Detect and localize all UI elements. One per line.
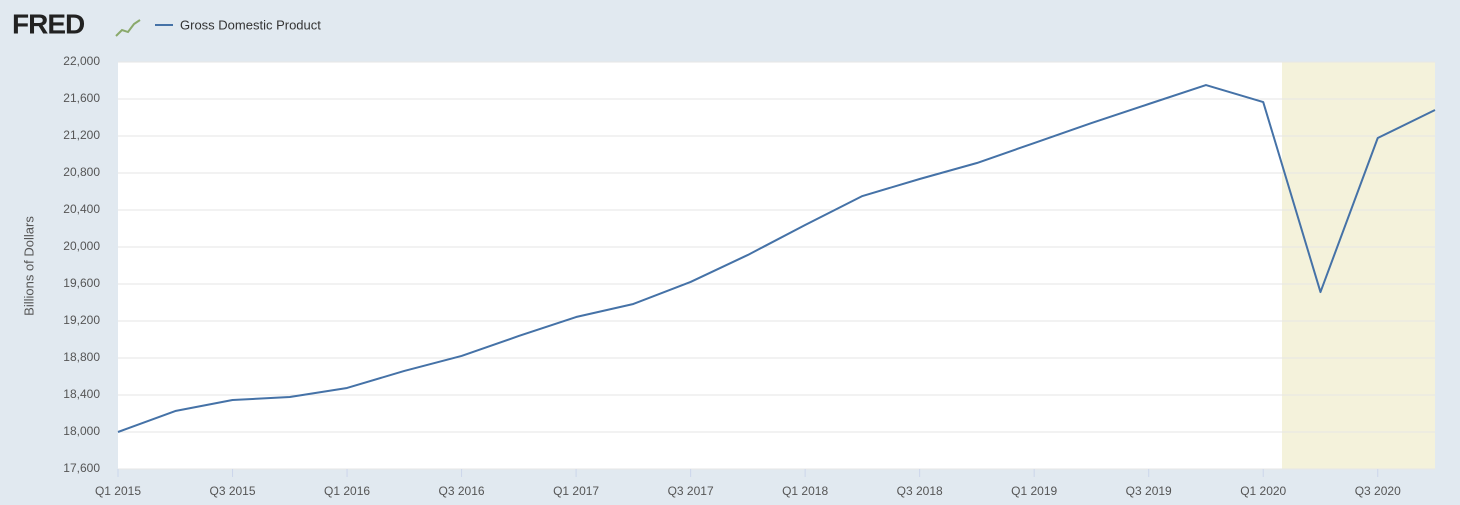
x-tick-label: Q1 2017 xyxy=(553,484,599,498)
y-tick-label: 21,600 xyxy=(63,91,100,105)
plot-area xyxy=(118,62,1435,469)
y-tick-label: 18,000 xyxy=(63,424,100,438)
x-tick-label: Q1 2018 xyxy=(782,484,828,498)
y-tick-label: 17,600 xyxy=(63,461,100,475)
recession-shading xyxy=(1282,62,1435,469)
x-tick-label: Q3 2019 xyxy=(1126,484,1172,498)
logo-icon xyxy=(115,19,141,37)
y-tick-label: 21,200 xyxy=(63,128,100,142)
x-tick-label: Q1 2015 xyxy=(95,484,141,498)
y-tick-label: 20,800 xyxy=(63,165,100,179)
x-tick-label: Q1 2019 xyxy=(1011,484,1057,498)
x-tick-label: Q1 2016 xyxy=(324,484,370,498)
y-axis-label: Billions of Dollars xyxy=(21,216,36,316)
x-tick-label: Q3 2016 xyxy=(439,484,485,498)
y-tick-label: 22,000 xyxy=(63,54,100,68)
x-tick-label: Q1 2020 xyxy=(1240,484,1286,498)
y-tick-label: 20,000 xyxy=(63,239,100,253)
y-tick-label: 19,200 xyxy=(63,313,100,327)
logo: FRED xyxy=(12,8,85,39)
x-tick-label: Q3 2017 xyxy=(668,484,714,498)
y-tick-label: 20,400 xyxy=(63,202,100,216)
x-tick-label: Q3 2015 xyxy=(209,484,255,498)
x-tick-label: Q3 2018 xyxy=(897,484,943,498)
data-line xyxy=(117,84,1436,433)
y-tick-label: 18,800 xyxy=(63,350,100,364)
y-tick-label: 18,400 xyxy=(63,387,100,401)
y-tick-label: 19,600 xyxy=(63,276,100,290)
legend-label: Gross Domestic Product xyxy=(180,17,321,32)
x-tick-label: Q3 2020 xyxy=(1355,484,1401,498)
